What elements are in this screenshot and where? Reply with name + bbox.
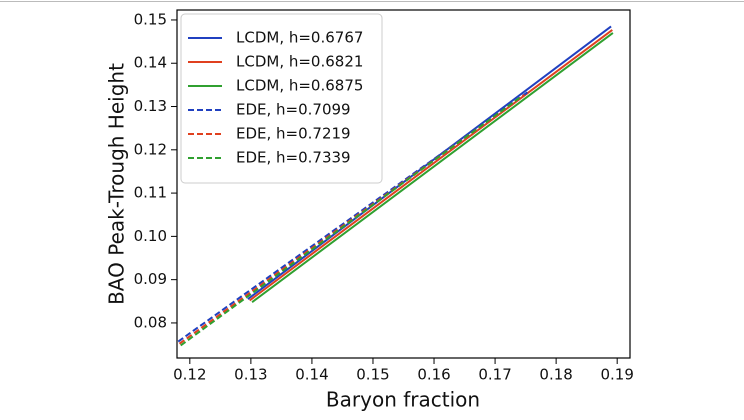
y-tick-label: 0.14	[134, 54, 167, 72]
legend-label: LCDM, h=0.6821	[236, 53, 363, 71]
y-tick-label: 0.15	[134, 10, 167, 28]
y-tick-label: 0.10	[134, 227, 167, 245]
legend-label: EDE, h=0.7219	[236, 125, 351, 143]
x-tick-label: 0.12	[173, 366, 206, 384]
legend-box	[180, 13, 383, 184]
y-tick-label: 0.13	[134, 97, 167, 115]
x-tick-label: 0.17	[478, 366, 511, 384]
plot-frame	[176, 9, 631, 359]
y-tick-label: 0.11	[134, 184, 167, 202]
y-axis-label: BAO Peak-Trough Height	[105, 63, 129, 305]
x-tick-label: 0.13	[234, 366, 267, 384]
x-tick-label: 0.18	[539, 366, 572, 384]
x-tick-label: 0.19	[600, 366, 633, 384]
series-line	[249, 29, 613, 302]
legend-label: EDE, h=0.7099	[236, 101, 351, 119]
series-line	[251, 32, 614, 303]
x-tick-label: 0.14	[295, 366, 328, 384]
x-axis-label: Baryon fraction	[326, 388, 480, 412]
y-tick-label: 0.08	[134, 313, 167, 331]
x-tick-label: 0.15	[356, 366, 389, 384]
y-tick-label: 0.12	[134, 140, 167, 158]
legend-label: LCDM, h=0.6767	[236, 29, 363, 47]
legend-label: EDE, h=0.7339	[236, 149, 351, 167]
series-line	[180, 97, 521, 347]
legend-label: LCDM, h=0.6875	[236, 77, 363, 95]
x-tick-label: 0.16	[417, 366, 450, 384]
y-tick-label: 0.09	[134, 270, 167, 288]
